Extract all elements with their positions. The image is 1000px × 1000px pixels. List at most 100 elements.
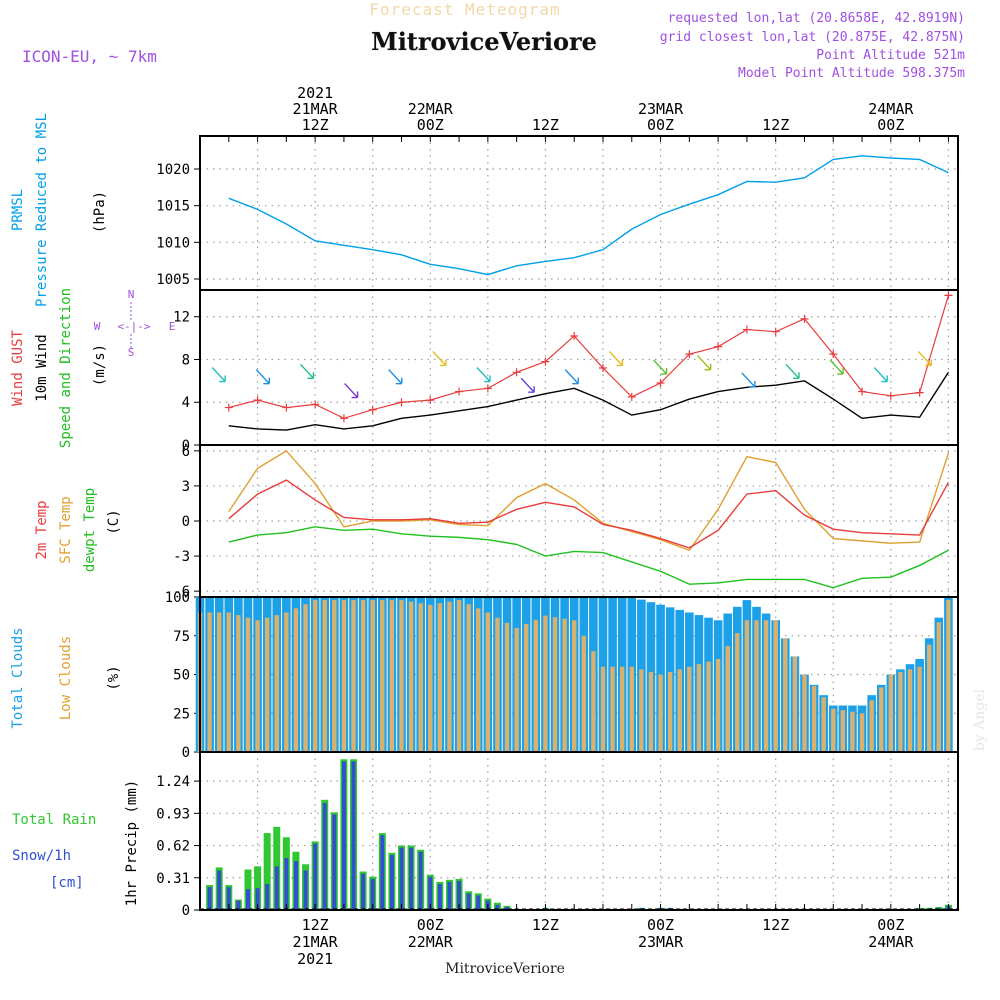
low-cloud-bar [600,666,606,752]
wind-direction-arrow [741,372,756,388]
gust-marker [512,368,521,377]
snow-bar [293,861,298,910]
watermark: by Angel [972,688,988,751]
pressure-line [228,155,949,276]
low-cloud-bar [619,666,625,752]
gust-line [228,295,949,419]
snow-unit-label: [cm] [50,875,84,891]
gust-marker [944,291,953,300]
low-cloud-bar [811,685,817,752]
time-label-top: 21MAR [293,100,339,118]
low-cloud-bar [504,622,510,752]
low-cloud-bar [917,666,922,752]
time-label-top: 2021 [297,84,333,102]
y-tick-label: 12 [173,310,190,326]
low-cloud-bar [524,623,529,752]
wind-direction-arrow [211,367,226,383]
wind-direction-arrow [608,351,624,367]
gust-marker [570,331,579,340]
low-cloud-bar [245,617,251,752]
snow-bar [313,843,318,910]
snow-bar [332,814,337,910]
wind-direction-arrow [917,351,933,367]
low-cloud-bar [907,669,913,752]
snow-bar [457,880,462,910]
low-cloud-bar [351,600,356,752]
snow-bar [255,888,260,910]
gust-label: Wind GUST [10,330,26,406]
wind-direction-arrow [697,355,712,371]
compass-east: E [169,320,176,333]
low-cloud-bar [370,600,375,752]
low-cloud-bar [322,600,327,752]
y-tick-label: 0 [182,514,190,530]
gust-marker [742,325,751,334]
time-label-bottom: 00Z [647,916,674,934]
low-cloud-bar [380,600,385,752]
time-label-bottom: 12Z [302,916,329,934]
gust-marker [627,392,636,401]
low-cloud-bar [562,618,567,752]
gust-marker [771,327,780,336]
total-clouds-label: Total Clouds [10,627,26,728]
low-cloud-bar [706,661,711,752]
low-cloud-bar [898,671,903,752]
low-cloud-bar [763,620,769,752]
y-tick-label: -3 [173,549,190,565]
low-cloud-bar [648,671,654,752]
y-tick-label: 0 [182,903,190,919]
low-cloud-bar [840,710,846,752]
y-tick-label: 0.31 [156,871,190,887]
gust-marker [541,357,550,366]
compass-north: N [128,288,135,301]
snow-bar [476,895,481,910]
t2m-line [228,479,950,549]
low-cloud-bar [255,620,260,752]
snow-bar [466,893,471,910]
gust-marker [311,400,320,409]
snow-bar [322,802,327,910]
time-label-top: 24MAR [868,100,914,118]
wind-direction-arrow [388,369,403,385]
y-tick-label: 100 [165,590,190,606]
snow-bar [351,761,356,910]
y-tick-label: 1015 [156,199,190,215]
gust-marker [598,364,607,373]
low-cloud-bar [687,666,692,752]
sfc-label: SFC Temp [58,496,74,563]
rain-bar [254,866,262,910]
gust-marker [886,391,895,400]
y-tick-label: 8 [182,352,190,368]
wind-direction-arrow [873,367,888,383]
low-cloud-bar [514,628,519,752]
time-label-top: 22MAR [408,100,454,118]
low-cloud-bar [879,687,884,752]
low-cloud-bar [754,620,759,752]
snow-bar [437,884,442,910]
low-cloud-bar [850,711,855,752]
low-cloud-bar [543,615,548,752]
gust-marker [800,314,809,323]
y-tick-label: 1005 [156,272,190,288]
gust-marker [368,405,377,414]
prmsl-desc-label: Pressure Reduced to MSL [34,113,50,307]
snow-bar [428,876,433,910]
low-cloud-bar [226,612,231,752]
low-cloud-bar [264,617,270,752]
y-tick-label: 25 [173,706,190,722]
low-cloud-bar [581,635,586,752]
pressure-labels: PRMSL Pressure Reduced to MSL (hPa) [10,113,108,307]
y-tick-label: 0.62 [156,839,190,855]
rain-bar [263,833,271,910]
low-cloud-bar [936,622,942,752]
y-tick-label: 50 [173,668,190,684]
snow-bar [217,870,222,910]
low-cloud-bar [360,600,366,752]
y-tick-label: 0.93 [156,806,190,822]
y-tick-label: 0 [182,745,190,761]
wind-unit: (m/s) [92,344,108,386]
closest-coords: grid closest lon,lat (20.875E, 42.875N) [660,30,965,45]
low-cloud-bar [927,644,932,752]
y-tick-label: 75 [173,629,190,645]
